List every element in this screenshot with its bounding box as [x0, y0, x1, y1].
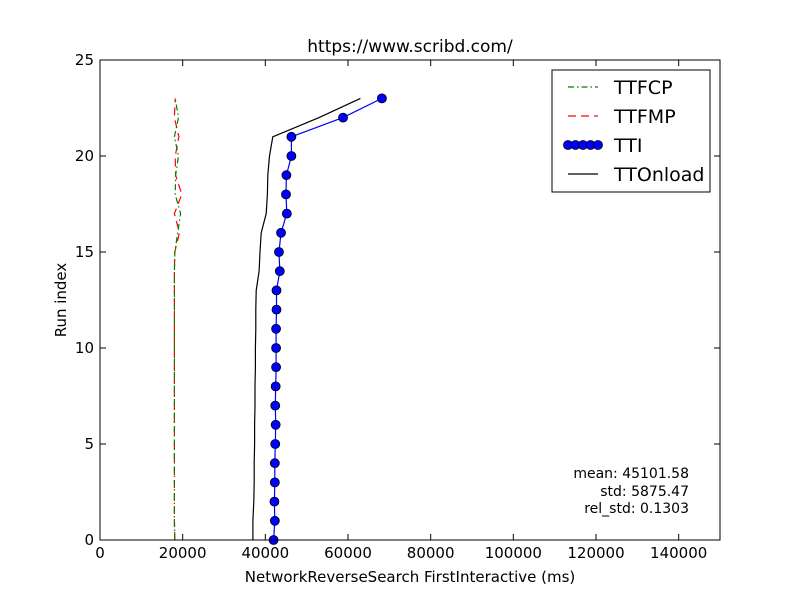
- x-tick-label: 40000: [241, 544, 289, 562]
- data-point-tti: [269, 458, 280, 469]
- y-tick-label: 0: [84, 531, 94, 549]
- legend-label-tti: TTI: [613, 135, 642, 157]
- data-point-tti: [286, 151, 297, 161]
- stats-rel-std: rel_std: 0.1303: [584, 501, 689, 517]
- x-tick-label: 100000: [485, 544, 542, 562]
- plot-frame: [99, 59, 721, 541]
- data-point-tti: [271, 362, 281, 373]
- x-axis-label: NetworkReverseSearch FirstInteractive (m…: [245, 568, 576, 586]
- series-layer: [173, 93, 387, 545]
- y-tick-label: 10: [75, 339, 94, 357]
- data-point-tti: [270, 439, 281, 449]
- data-point-tti: [270, 381, 281, 392]
- data-point-tti: [271, 323, 281, 334]
- legend-label-ttfcp: TTFCP: [613, 77, 673, 99]
- y-tick-label: 20: [75, 147, 94, 165]
- data-point-tti: [274, 266, 285, 277]
- x-tick-label: 120000: [567, 544, 624, 562]
- stats-box: mean: 45101.58 std: 5875.47 rel_std: 0.1…: [573, 466, 689, 517]
- series-line-ttfcp: [173, 98, 182, 541]
- data-point-tti: [269, 477, 280, 488]
- data-point-tti: [271, 304, 282, 315]
- data-point-tti: [338, 112, 348, 123]
- data-point-tti: [281, 189, 291, 200]
- x-tick-label: 20000: [159, 544, 207, 562]
- y-tick-label: 15: [75, 243, 94, 261]
- data-point-tti: [270, 400, 281, 411]
- legend-box: [551, 69, 711, 193]
- data-point-tti: [286, 131, 297, 142]
- x-tick-label: 80000: [407, 544, 455, 562]
- data-point-tti: [376, 93, 387, 104]
- data-point-tti: [276, 227, 286, 238]
- legend-label-ttfmp: TTFMP: [613, 106, 676, 128]
- series-line-ttonload: [252, 97, 361, 540]
- y-tick-label: 25: [75, 51, 94, 69]
- data-point-tti: [274, 247, 284, 257]
- data-point-tti: [269, 515, 280, 526]
- data-point-tti: [281, 208, 292, 219]
- stats-std: std: 5875.47: [600, 484, 689, 500]
- y-axis-label: Run index: [52, 263, 70, 338]
- data-point-tti: [270, 419, 281, 430]
- x-tick-label: 60000: [324, 544, 372, 562]
- legend: TTFCP TTFMP TTI TTOnload: [551, 69, 711, 193]
- chart-title: https://www.scribd.com/: [307, 37, 513, 57]
- y-tick-label: 5: [84, 435, 94, 453]
- legend-marker: [593, 140, 603, 150]
- x-tick-label: 140000: [650, 544, 707, 562]
- x-tick-label: 0: [95, 544, 105, 562]
- data-point-tti: [271, 285, 282, 296]
- data-point-tti: [271, 343, 281, 353]
- legend-label-ttonload: TTOnload: [613, 164, 704, 186]
- stats-mean: mean: 45101.58: [573, 466, 689, 482]
- data-point-tti: [269, 496, 280, 507]
- ticks-layer: 0 20000 40000 60000 80000 100000 120000 140000 0…: [75, 51, 720, 562]
- data-point-tti: [281, 170, 292, 181]
